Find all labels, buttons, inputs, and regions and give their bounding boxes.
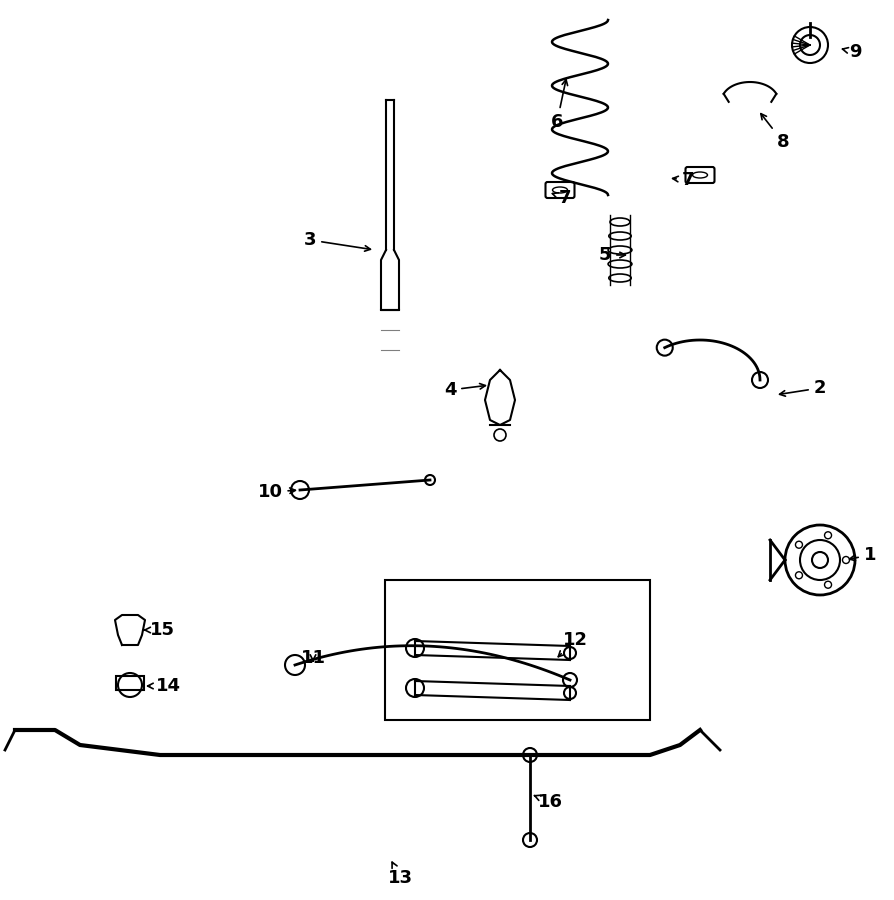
Text: 2: 2	[779, 379, 825, 397]
Text: 15: 15	[144, 621, 174, 639]
Bar	[384, 580, 649, 720]
Text: 16: 16	[534, 793, 561, 811]
Text: 4: 4	[443, 381, 485, 399]
Text: 13: 13	[387, 862, 412, 887]
Text: 8: 8	[760, 113, 789, 151]
Text: 3: 3	[303, 231, 370, 251]
Text: 11: 11	[300, 649, 325, 667]
Text: 14: 14	[148, 677, 181, 695]
Text: 7: 7	[552, 189, 570, 207]
Bar	[116, 676, 144, 690]
Text: 9: 9	[841, 43, 860, 61]
Text: 7: 7	[672, 171, 694, 189]
Text: 5: 5	[598, 246, 625, 264]
Text: 12: 12	[558, 631, 586, 657]
Text: 1: 1	[848, 546, 875, 564]
Text: 6: 6	[550, 79, 567, 131]
Text: 10: 10	[257, 483, 295, 501]
